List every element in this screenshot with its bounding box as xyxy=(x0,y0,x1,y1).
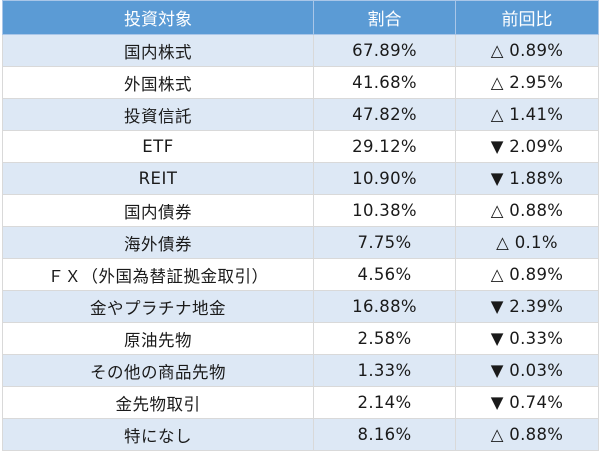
cell-name: 国内債券 xyxy=(2,194,314,227)
cell-ratio: 47.82% xyxy=(313,98,456,131)
cell-ratio: 41.68% xyxy=(313,66,456,99)
cell-ratio: 29.12% xyxy=(313,130,456,163)
cell-change: ▼ 0.33% xyxy=(455,322,599,355)
cell-change: △ 2.95% xyxy=(455,66,599,99)
cell-change: ▼ 0.74% xyxy=(455,386,599,419)
cell-ratio: 2.58% xyxy=(313,322,456,355)
cell-ratio: 2.14% xyxy=(313,386,456,419)
cell-name: 海外債券 xyxy=(2,226,314,259)
cell-change: △ 0.88% xyxy=(455,194,599,227)
cell-name: 投資信託 xyxy=(2,98,314,131)
cell-name: REIT xyxy=(2,162,314,195)
cell-ratio: 4.56% xyxy=(313,258,456,291)
cell-name: ETF xyxy=(2,130,314,163)
table-row: REIT 10.90% ▼ 1.88% xyxy=(2,162,599,195)
cell-name: ＦＸ（外国為替証拠金取引） xyxy=(2,258,314,291)
table-row: 国内株式 67.89% △ 0.89% xyxy=(2,34,599,67)
table-row: 金やプラチナ地金 16.88% ▼ 2.39% xyxy=(2,290,599,323)
cell-name: 原油先物 xyxy=(2,322,314,355)
cell-name: その他の商品先物 xyxy=(2,354,314,387)
header-change: 前回比 xyxy=(455,0,599,35)
header-investment-target: 投資対象 xyxy=(2,0,314,35)
cell-change: △ 0.88% xyxy=(455,418,599,451)
table-row: 外国株式 41.68% △ 2.95% xyxy=(2,66,599,99)
cell-name: 特になし xyxy=(2,418,314,451)
table-row: ＦＸ（外国為替証拠金取引） 4.56% △ 0.89% xyxy=(2,258,599,291)
table-row: 金先物取引 2.14% ▼ 0.74% xyxy=(2,386,599,419)
cell-ratio: 8.16% xyxy=(313,418,456,451)
cell-change: △ 1.41% xyxy=(455,98,599,131)
cell-change: △ 0.1% xyxy=(455,226,599,259)
table-row: ETF 29.12% ▼ 2.09% xyxy=(2,130,599,163)
cell-name: 国内株式 xyxy=(2,34,314,67)
cell-change: △ 0.89% xyxy=(455,34,599,67)
table-row: 海外債券 7.75% △ 0.1% xyxy=(2,226,599,259)
cell-name: 外国株式 xyxy=(2,66,314,99)
cell-name: 金先物取引 xyxy=(2,386,314,419)
cell-ratio: 1.33% xyxy=(313,354,456,387)
table-body: 国内株式 67.89% △ 0.89% 外国株式 41.68% △ 2.95% … xyxy=(2,34,599,451)
cell-change: ▼ 0.03% xyxy=(455,354,599,387)
cell-name: 金やプラチナ地金 xyxy=(2,290,314,323)
cell-change: △ 0.89% xyxy=(455,258,599,291)
cell-change: ▼ 2.09% xyxy=(455,130,599,163)
cell-change: ▼ 1.88% xyxy=(455,162,599,195)
table-row: 国内債券 10.38% △ 0.88% xyxy=(2,194,599,227)
table-row: 原油先物 2.58% ▼ 0.33% xyxy=(2,322,599,355)
table-row: その他の商品先物 1.33% ▼ 0.03% xyxy=(2,354,599,387)
cell-ratio: 67.89% xyxy=(313,34,456,67)
header-ratio: 割合 xyxy=(313,0,456,35)
table-header: 投資対象 割合 前回比 xyxy=(2,0,599,35)
cell-ratio: 7.75% xyxy=(313,226,456,259)
cell-ratio: 10.90% xyxy=(313,162,456,195)
cell-ratio: 10.38% xyxy=(313,194,456,227)
table-row: 投資信託 47.82% △ 1.41% xyxy=(2,98,599,131)
header-row: 投資対象 割合 前回比 xyxy=(2,0,599,35)
cell-change: ▼ 2.39% xyxy=(455,290,599,323)
table-row: 特になし 8.16% △ 0.88% xyxy=(2,418,599,451)
cell-ratio: 16.88% xyxy=(313,290,456,323)
